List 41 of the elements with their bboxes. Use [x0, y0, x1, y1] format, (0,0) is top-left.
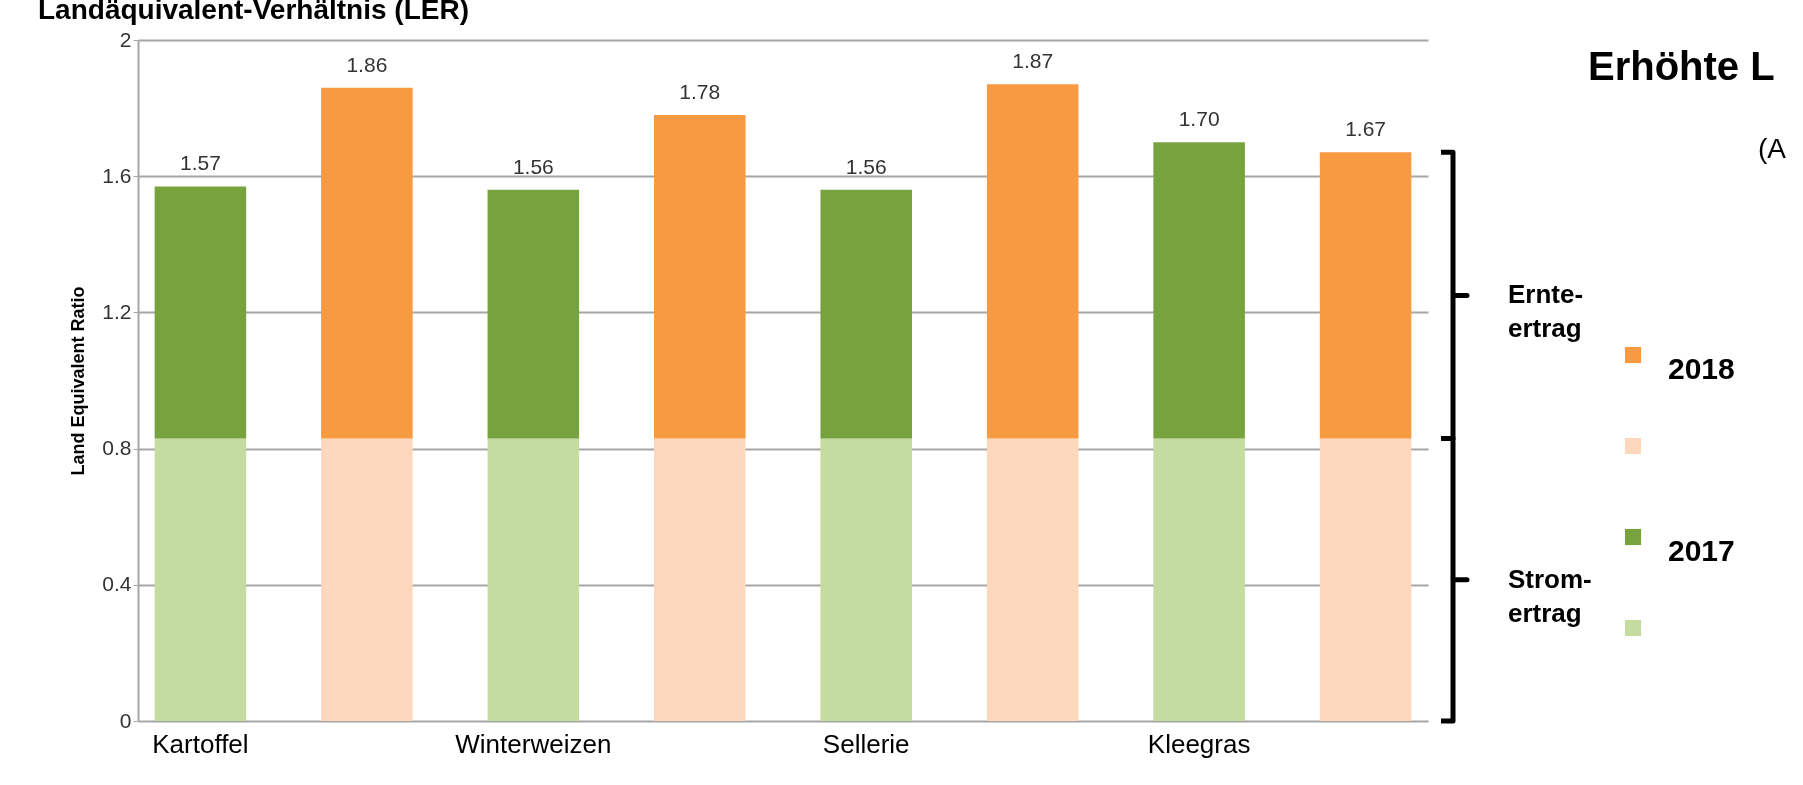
- y-tick-label: 0: [119, 708, 132, 732]
- total-label: 1.57: [179, 151, 221, 175]
- bar: [1153, 142, 1245, 439]
- total-label: 1.67: [1345, 117, 1387, 141]
- text: 2018: [1668, 352, 1735, 385]
- text: Strom- ertrag: [1508, 563, 1592, 628]
- bar: [487, 438, 580, 721]
- x-tick-label: Kartoffel: [152, 728, 249, 759]
- x-tick-label: Kleegras: [1147, 728, 1251, 759]
- bar: [1153, 438, 1245, 721]
- bar: [986, 438, 1079, 721]
- bar: [654, 114, 746, 439]
- y-tick-label: 0.8: [102, 436, 132, 460]
- x-tick-label: Sellerie: [822, 728, 910, 759]
- bar: [154, 186, 247, 439]
- bar: [1319, 438, 1412, 721]
- text: 2017: [1668, 534, 1735, 567]
- x-tick-label: Winterweizen: [455, 728, 612, 759]
- total-label: 1.87: [1012, 49, 1054, 73]
- bar: [321, 87, 413, 439]
- bar: [154, 438, 247, 721]
- bar: [820, 438, 912, 721]
- bar: [654, 438, 746, 721]
- text: Erhöhte L: [1588, 44, 1775, 88]
- total-label: 1.78: [679, 79, 721, 103]
- text: (A: [1758, 133, 1787, 164]
- text: Ernte- ertrag: [1508, 279, 1584, 344]
- bar: [1319, 152, 1412, 439]
- bar: [820, 189, 912, 439]
- total-label: 1.56: [512, 154, 554, 178]
- total-label: 1.86: [346, 52, 388, 76]
- y-tick-label: 1.6: [102, 163, 132, 187]
- y-tick-label: 0.4: [102, 572, 132, 596]
- bar: [986, 84, 1079, 439]
- bar: [321, 438, 413, 721]
- total-label: 1.56: [845, 154, 887, 178]
- y-axis-title: Land Equivalent Ratio: [68, 286, 89, 476]
- total-label: 1.70: [1178, 107, 1220, 131]
- y-tick-label: 1.2: [102, 299, 132, 323]
- y-tick-label: 2: [119, 27, 132, 51]
- bar: [487, 189, 580, 439]
